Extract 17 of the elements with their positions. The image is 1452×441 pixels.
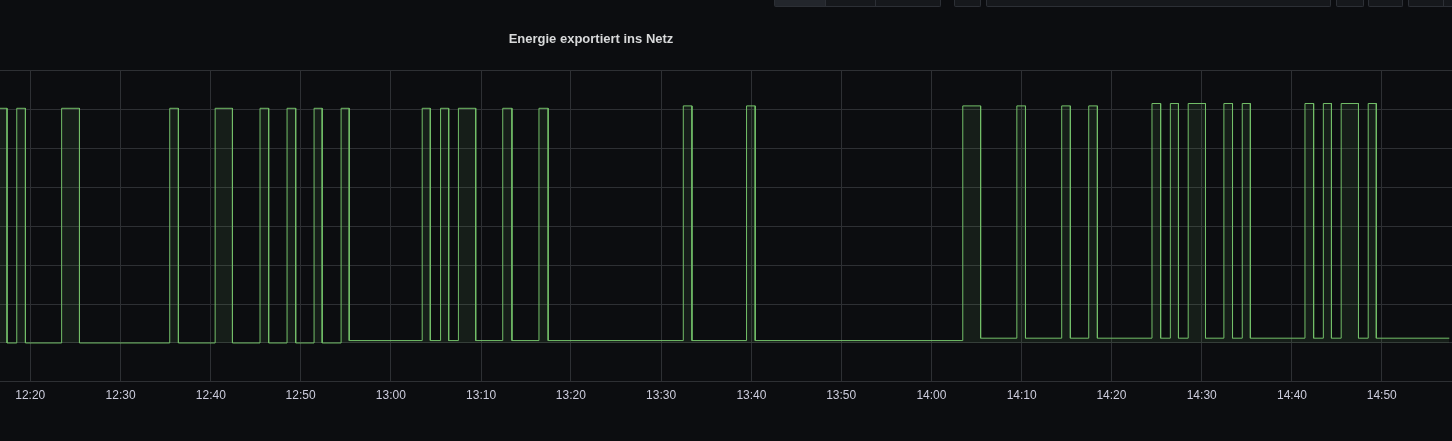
x-tick-label: 12:40 <box>195 388 227 403</box>
x-tick-label: 14:40 <box>1276 388 1308 403</box>
x-tick-label: 12:20 <box>15 388 46 403</box>
x-tick-label: 13:00 <box>375 388 407 403</box>
x-tick-label: 12:50 <box>285 388 316 403</box>
x-tick-label: 13:50 <box>826 388 857 403</box>
x-tick-label: 14:30 <box>1186 388 1218 403</box>
x-tick-label: 13:10 <box>466 388 497 403</box>
x-tick-label: 13:20 <box>555 388 587 403</box>
x-tick-label: 14:20 <box>1096 388 1127 403</box>
x-tick-label: 14:00 <box>916 388 947 403</box>
x-tick-label: 12:30 <box>105 388 136 403</box>
x-tick-label: 13:40 <box>736 388 767 403</box>
x-tick-label: 14:10 <box>1006 388 1038 403</box>
x-tick-label: 13:30 <box>646 388 677 403</box>
chart-title: Energie exportiert ins Netz <box>507 31 675 47</box>
x-tick-label: 14:50 <box>1366 388 1398 403</box>
